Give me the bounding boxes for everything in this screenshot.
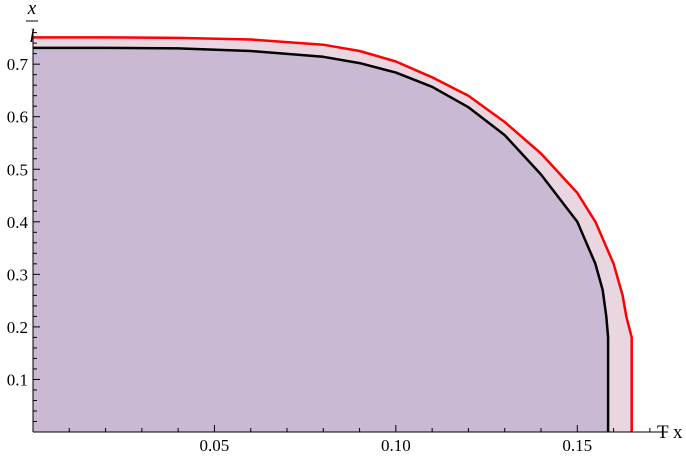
x-tick-label: 0.10 <box>381 436 411 455</box>
area-fill-2 <box>33 47 609 433</box>
y-axis-label: x l <box>26 0 38 47</box>
x-tick-label: 0.15 <box>562 436 592 455</box>
y-tick-label: 0.7 <box>7 55 29 74</box>
y-tick-label: 0.4 <box>7 213 29 232</box>
y-tick-label: 0.6 <box>7 108 28 127</box>
y-ticks: 0.1 0.2 0.3 0.4 0.5 0.6 0.7 <box>7 32 40 422</box>
x-tick-label: 0.05 <box>200 436 230 455</box>
y-tick-label: 0.1 <box>7 370 28 389</box>
y-tick-label: 0.5 <box>7 160 28 179</box>
series-line-1 <box>33 36 633 432</box>
y-tick-label: 0.3 <box>7 265 28 284</box>
y-axis-label-numerator: x <box>27 0 37 19</box>
axes <box>32 30 668 433</box>
y-tick-label: 0.2 <box>7 318 28 337</box>
x-axis-label: T x <box>657 422 683 443</box>
series-lines <box>33 36 633 432</box>
area-fills <box>33 37 632 433</box>
y-axis-label-denominator: l <box>29 26 34 47</box>
x-ticks: 0.05 0.10 0.15 <box>68 425 651 455</box>
series-line-2 <box>33 46 610 432</box>
